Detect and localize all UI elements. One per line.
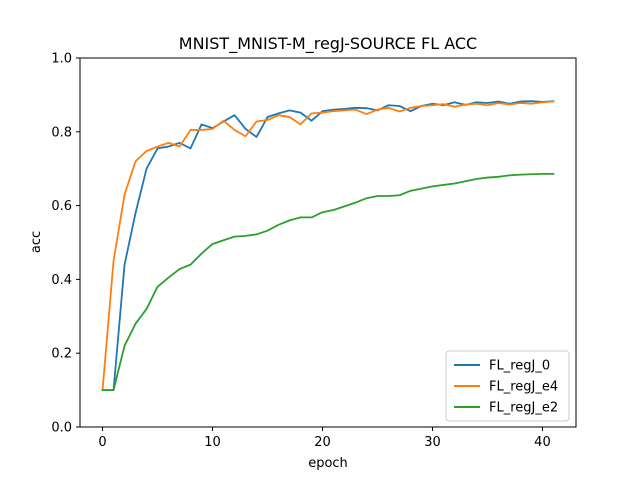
chart-title: MNIST_MNIST-M_regJ-SOURCE FL ACC xyxy=(179,34,477,54)
series-line-FL_regJ_e2 xyxy=(101,172,555,392)
plot-frame xyxy=(79,57,577,428)
series-line-FL_regJ_0 xyxy=(101,100,555,392)
y-tick-label: 1.0 xyxy=(51,52,72,67)
x-tick-label: 30 xyxy=(424,435,441,450)
axes: 0 10 20 30 40 0.0 0.2 0.4 0.6 0.8 1.0 xyxy=(51,52,577,450)
legend-box xyxy=(445,350,570,422)
x-tick-label: 0 xyxy=(98,435,106,450)
legend-label-FL_regJ_e2: FL_regJ_e2 xyxy=(489,401,558,416)
y-tick-label: 0.6 xyxy=(51,199,72,214)
legend-label-FL_regJ_0: FL_regJ_0 xyxy=(489,359,550,374)
legend: FL_regJ_0 FL_regJ_e4 FL_regJ_e2 xyxy=(445,350,570,422)
plot-area xyxy=(101,100,555,392)
x-tick-label: 10 xyxy=(204,435,221,450)
y-tick-label: 0.4 xyxy=(51,273,72,288)
series-line-FL_regJ_e4 xyxy=(101,100,555,392)
y-axis-label: acc xyxy=(29,231,44,253)
y-tick-label: 0.2 xyxy=(51,347,72,362)
x-tick-label: 20 xyxy=(314,435,331,450)
y-tick-label: 0.8 xyxy=(51,125,72,140)
legend-label-FL_regJ_e4: FL_regJ_e4 xyxy=(489,380,558,395)
y-tick-label: 0.0 xyxy=(51,421,72,436)
x-axis-label: epoch xyxy=(308,456,348,471)
x-tick-label: 40 xyxy=(534,435,551,450)
